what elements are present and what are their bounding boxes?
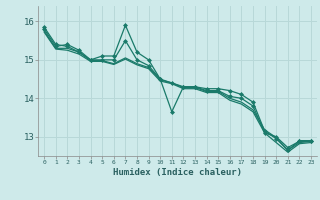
X-axis label: Humidex (Indice chaleur): Humidex (Indice chaleur) <box>113 168 242 177</box>
